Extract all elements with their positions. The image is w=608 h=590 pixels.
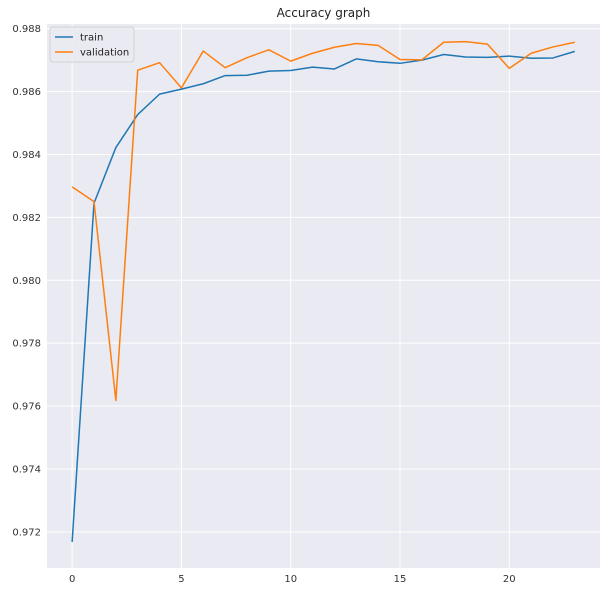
series-layer (71, 40, 576, 542)
chart-title: Accuracy graph (277, 6, 371, 20)
y-tick-label: 0.986 (12, 87, 41, 98)
legend-box (49, 26, 135, 63)
y-tick-label: 0.974 (12, 464, 41, 475)
y-tick-label: 0.984 (12, 150, 41, 161)
y-tick-label: 0.972 (12, 527, 41, 538)
y-tick-label: 0.980 (12, 276, 41, 287)
x-tick-label: 15 (394, 574, 407, 585)
series-line-validation (71, 40, 576, 402)
x-axis-ticks: 0 5 10 15 20 (69, 574, 516, 585)
x-tick-label: 10 (284, 574, 297, 585)
y-tick-label: 0.988 (12, 24, 41, 35)
legend-label-train: train (80, 33, 103, 44)
plot-background (47, 24, 600, 568)
series-line-train (71, 50, 576, 542)
grid-lines (47, 24, 600, 568)
x-tick-label: 0 (69, 574, 75, 585)
y-tick-label: 0.982 (12, 213, 41, 224)
y-tick-label: 0.976 (12, 402, 41, 413)
x-tick-label: 5 (178, 574, 184, 585)
x-tick-label: 20 (503, 574, 516, 585)
y-axis-ticks: 0.972 0.974 0.976 0.978 0.980 0.982 0.984 0.986… (12, 24, 41, 538)
legend: train validation (49, 26, 135, 63)
legend-label-validation: validation (80, 48, 129, 59)
y-tick-label: 0.978 (12, 339, 41, 350)
